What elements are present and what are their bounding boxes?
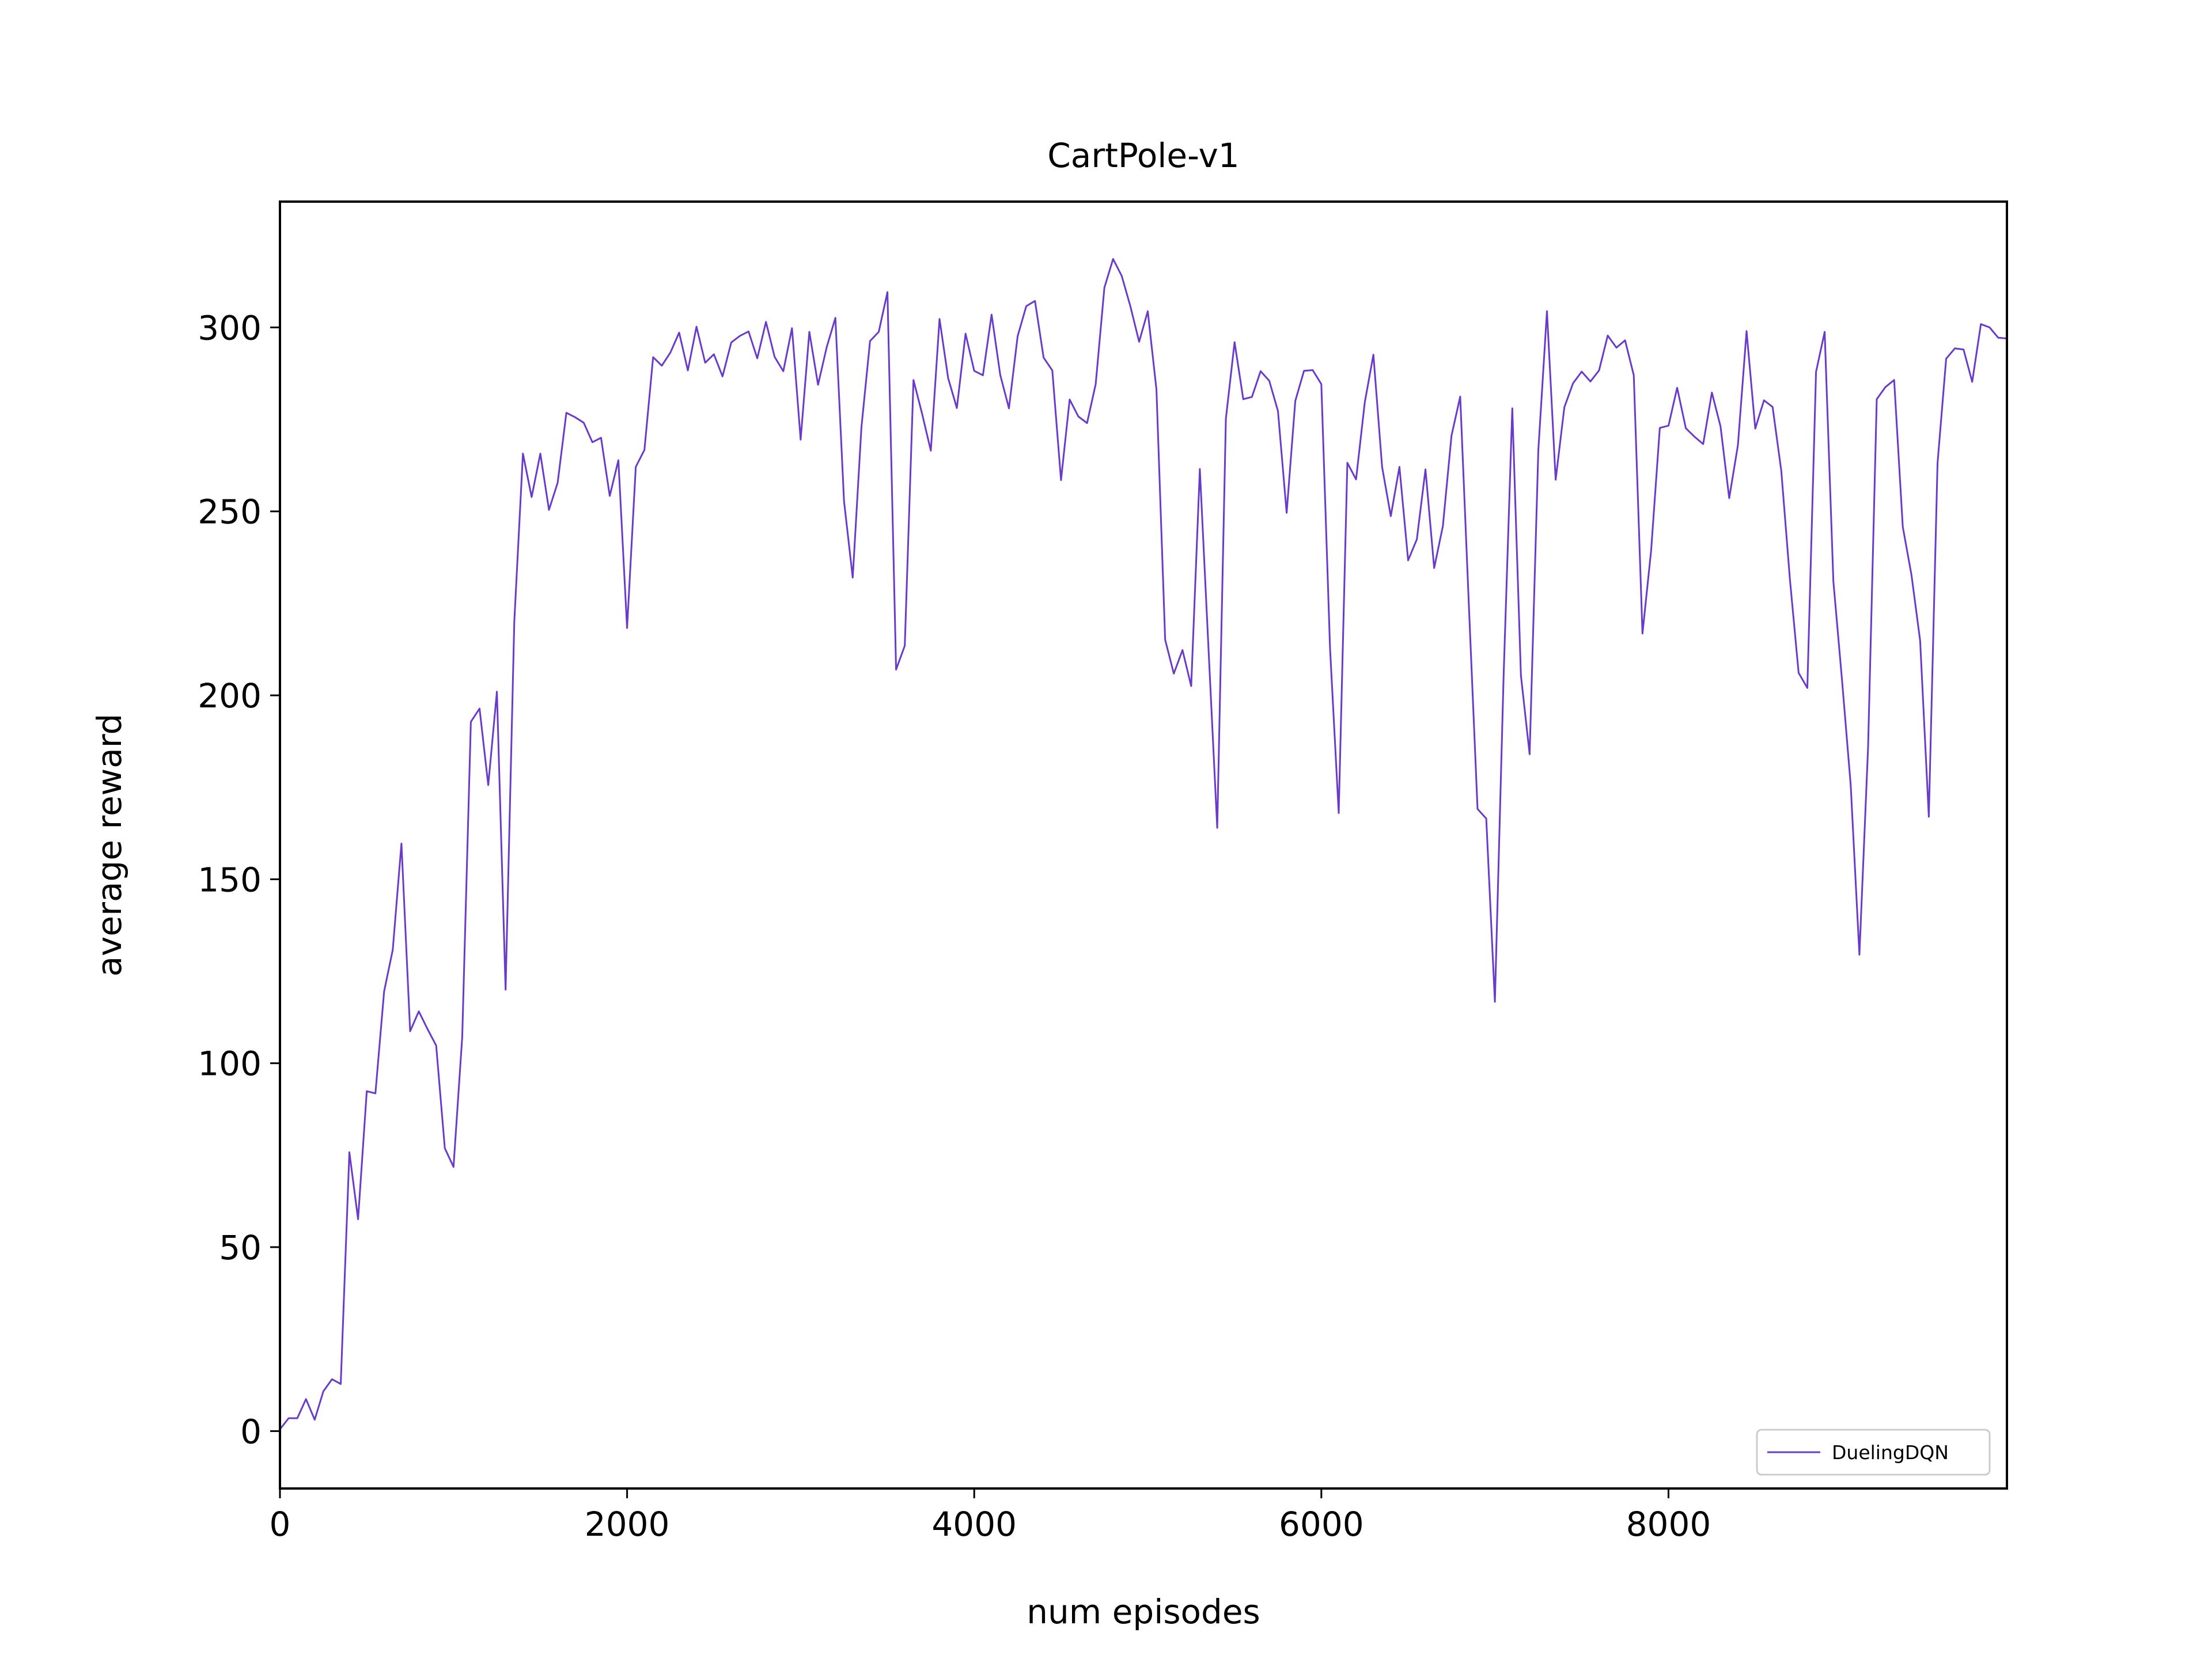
y-tick-label: 150 bbox=[198, 860, 262, 899]
y-tick-label: 50 bbox=[219, 1228, 262, 1267]
x-tick-label: 2000 bbox=[585, 1505, 670, 1544]
legend: DuelingDQN bbox=[1756, 1429, 1991, 1476]
y-axis-label: average reward bbox=[90, 714, 129, 977]
x-tick-label: 6000 bbox=[1279, 1505, 1364, 1544]
x-tick-label: 4000 bbox=[931, 1505, 1017, 1544]
x-axis-label: num episodes bbox=[1027, 1592, 1260, 1631]
x-tick-label: 0 bbox=[270, 1505, 291, 1544]
chart-title: CartPole-v1 bbox=[1047, 136, 1239, 175]
series-group bbox=[279, 258, 2008, 1430]
y-ticks: 0 50 100 150 200 250 300 bbox=[198, 308, 280, 1451]
legend-label-duelingdqn: DuelingDQN bbox=[1832, 1441, 1949, 1464]
y-tick-label: 100 bbox=[198, 1044, 262, 1084]
x-ticks: 0 2000 4000 6000 8000 bbox=[270, 1488, 1711, 1544]
legend-box bbox=[1756, 1429, 1991, 1476]
y-tick-label: 0 bbox=[240, 1412, 262, 1451]
axes-frame bbox=[279, 200, 2008, 1490]
x-tick-label: 8000 bbox=[1626, 1505, 1711, 1544]
y-tick-label: 250 bbox=[198, 493, 262, 532]
series-line-duelingdqn bbox=[279, 258, 2008, 1430]
y-tick-label: 300 bbox=[198, 308, 262, 347]
plot-area bbox=[280, 202, 2007, 1488]
y-tick-label: 200 bbox=[198, 676, 262, 715]
